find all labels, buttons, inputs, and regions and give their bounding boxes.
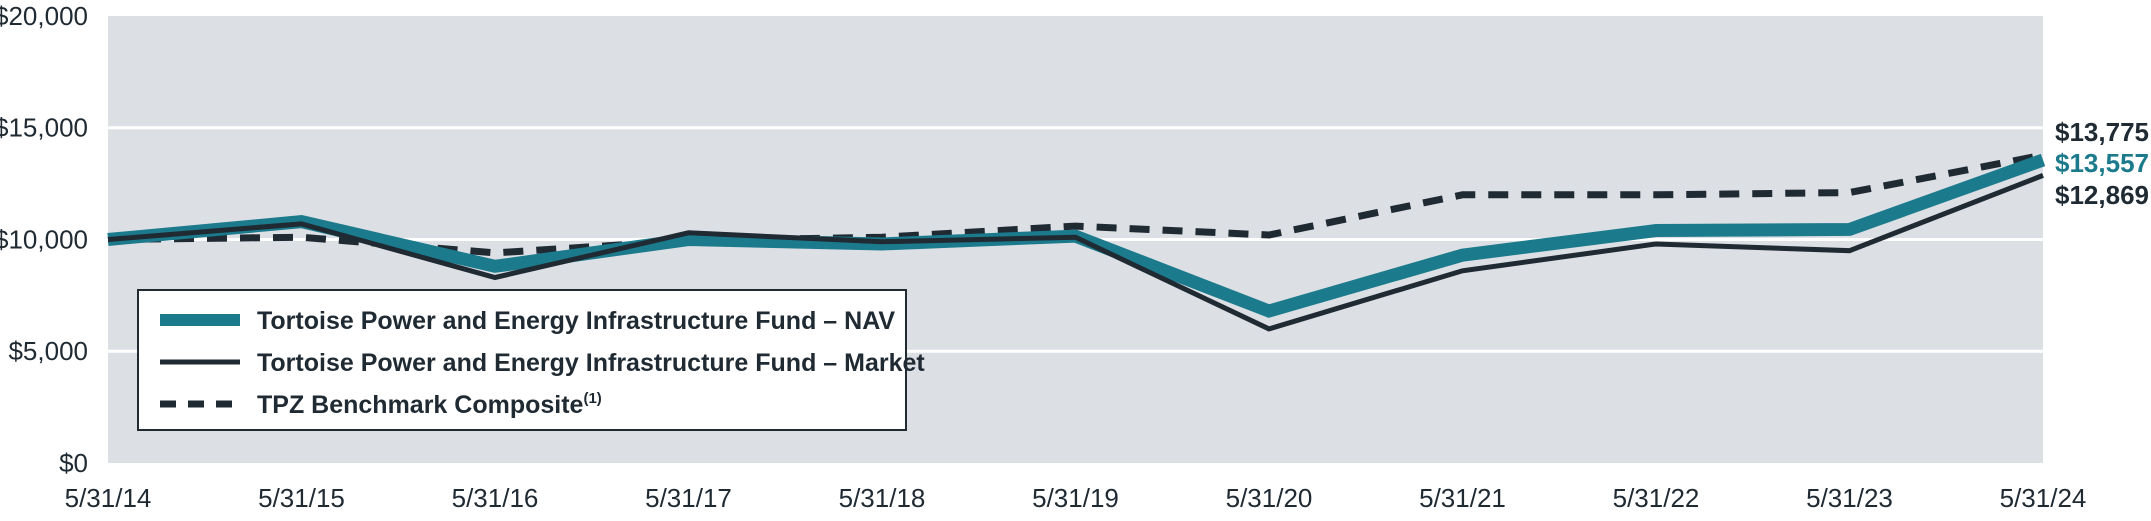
series-line bbox=[107, 173, 2044, 332]
x-tick-label: 5/31/20 bbox=[1226, 483, 1313, 513]
legend-label: TPZ Benchmark Composite(1) bbox=[257, 390, 602, 419]
legend-superscript: (1) bbox=[583, 390, 601, 407]
legend-box bbox=[137, 289, 907, 431]
series-lines bbox=[107, 151, 2046, 332]
y-tick-label: $10,000 bbox=[0, 224, 88, 254]
y-tick-label: $0 bbox=[59, 448, 88, 478]
legend-label: Tortoise Power and Energy Infrastructure… bbox=[257, 349, 925, 377]
x-tick-label: 5/31/19 bbox=[1032, 483, 1119, 513]
series-line bbox=[107, 151, 2044, 257]
x-tick-label: 5/31/22 bbox=[1613, 483, 1700, 513]
x-tick-label: 5/31/14 bbox=[65, 483, 152, 513]
legend: Tortoise Power and Energy Infrastructure… bbox=[137, 289, 925, 431]
y-tick-label: $15,000 bbox=[0, 113, 88, 143]
x-tick-label: 5/31/24 bbox=[2000, 483, 2087, 513]
x-tick-label: 5/31/15 bbox=[258, 483, 345, 513]
end-labels: $13,775$13,557$12,869 bbox=[2055, 117, 2149, 210]
x-tick-label: 5/31/23 bbox=[1806, 483, 1893, 513]
y-tick-label: $20,000 bbox=[0, 1, 88, 31]
x-tick-label: 5/31/17 bbox=[645, 483, 732, 513]
series-end-label: $12,869 bbox=[2055, 180, 2149, 210]
x-tick-label: 5/31/21 bbox=[1419, 483, 1506, 513]
series-end-label: $13,557 bbox=[2055, 148, 2149, 178]
x-tick-label: 5/31/16 bbox=[452, 483, 539, 513]
x-axis: 5/31/14 5/31/15 5/31/16 5/31/17 5/31/18 5/31/… bbox=[65, 483, 2087, 513]
x-tick-label: 5/31/18 bbox=[839, 483, 926, 513]
series-end-label: $13,775 bbox=[2055, 117, 2149, 147]
y-tick-label: $5,000 bbox=[8, 336, 88, 366]
y-axis: $0 $5,000 $10,000 $15,000 $20,000 bbox=[0, 1, 88, 478]
legend-label: Tortoise Power and Energy Infrastructure… bbox=[257, 307, 895, 335]
